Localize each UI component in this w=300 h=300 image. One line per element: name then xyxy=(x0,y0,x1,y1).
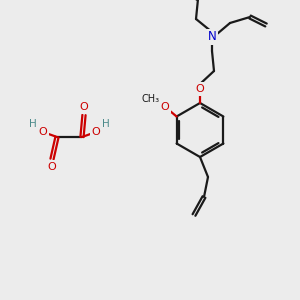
Text: CH₃: CH₃ xyxy=(142,94,160,103)
Text: H: H xyxy=(102,119,110,129)
Text: O: O xyxy=(39,127,47,137)
Text: O: O xyxy=(48,162,56,172)
Text: O: O xyxy=(196,84,204,94)
Text: O: O xyxy=(160,101,169,112)
Text: H: H xyxy=(29,119,37,129)
Text: O: O xyxy=(80,102,88,112)
Text: O: O xyxy=(92,127,100,137)
Text: N: N xyxy=(208,31,216,44)
